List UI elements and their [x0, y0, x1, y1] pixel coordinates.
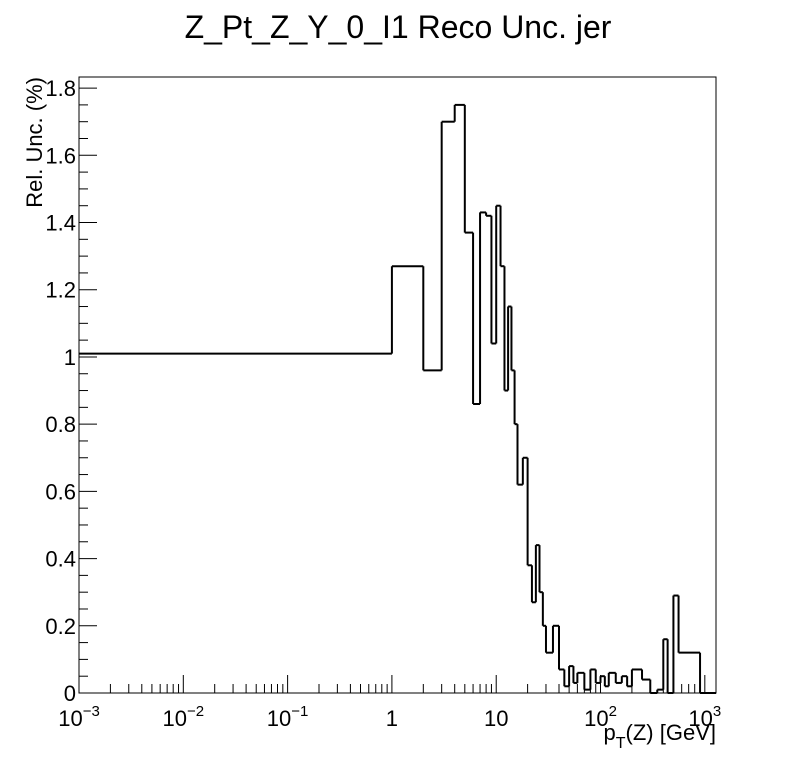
x-axis-title: pT(Z) [GeV]: [604, 720, 716, 752]
y-tick-label: 0.6: [45, 479, 76, 504]
x-tick-exp: 2: [609, 703, 617, 720]
y-tick-label: 0.2: [45, 614, 76, 639]
x-tick-exp: −2: [187, 703, 204, 720]
x-tick-exp: −1: [291, 703, 308, 720]
x-title-sub: T: [616, 735, 626, 752]
x-title-base: p: [604, 720, 616, 745]
x-tick-label: 10: [484, 706, 508, 731]
x-tick-exp: 3: [713, 703, 721, 720]
x-tick-label: 10−2: [163, 703, 205, 731]
x-tick-label: 102: [584, 703, 617, 731]
chart-title: Z_Pt_Z_Y_0_I1 Reco Unc. jer: [185, 9, 612, 45]
x-title-rest: (Z) [GeV]: [626, 720, 716, 745]
y-tick-label: 1: [64, 345, 76, 370]
x-tick-label: 10−3: [58, 703, 100, 731]
y-axis-title: Rel. Unc. (%): [22, 77, 47, 208]
y-tick-label: 1.2: [45, 278, 76, 303]
y-tick-label: 1.4: [45, 211, 76, 236]
x-tick-exp: −3: [83, 703, 100, 720]
x-tick-base: 10: [688, 706, 712, 731]
x-tick-base: 10: [267, 706, 291, 731]
y-tick-label: 1.6: [45, 143, 76, 168]
plot-frame: [78, 76, 717, 694]
x-tick-base: 10: [584, 706, 608, 731]
y-tick-label: 1.8: [45, 76, 76, 101]
y-tick-label: 0.8: [45, 412, 76, 437]
y-tick-label: 0: [64, 681, 76, 706]
x-tick-label: 10−1: [267, 703, 309, 731]
y-tick-label: 0.4: [45, 547, 76, 572]
x-tick-base: 10: [58, 706, 82, 731]
x-tick-label: 103: [688, 703, 721, 731]
x-tick-base: 10: [163, 706, 187, 731]
x-tick-label: 1: [386, 706, 398, 731]
